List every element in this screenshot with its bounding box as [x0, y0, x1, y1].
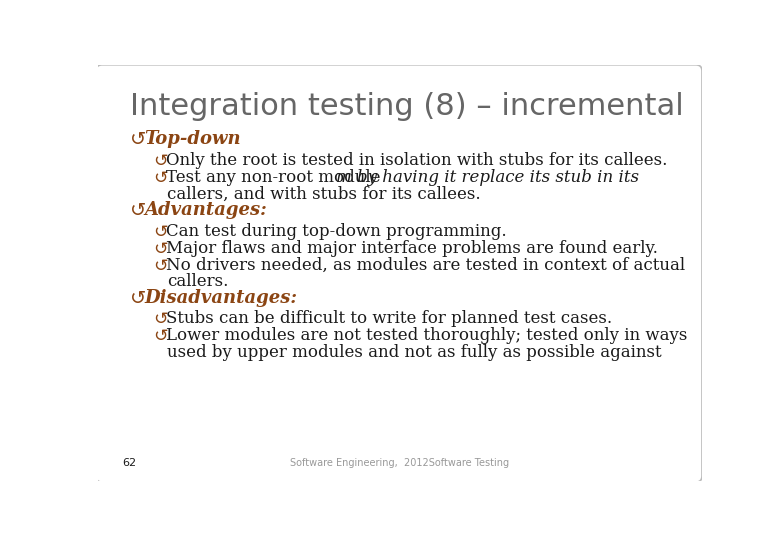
Text: Stubs can be difficult to write for planned test cases.: Stubs can be difficult to write for plan… [165, 310, 612, 327]
Text: ↺: ↺ [154, 168, 168, 187]
Text: ↺: ↺ [154, 222, 168, 241]
Text: ↺: ↺ [130, 201, 147, 220]
Text: Disadvantages:: Disadvantages: [144, 289, 297, 307]
Text: Software Engineering,  2012Software Testing: Software Engineering, 2012Software Testi… [290, 458, 509, 468]
Text: ↺: ↺ [130, 130, 147, 149]
Text: Integration testing (8) – incremental: Integration testing (8) – incremental [130, 92, 684, 121]
FancyBboxPatch shape [96, 65, 702, 482]
Text: Major flaws and major interface problems are found early.: Major flaws and major interface problems… [165, 240, 658, 256]
Text: No drivers needed, as modules are tested in context of actual: No drivers needed, as modules are tested… [165, 256, 685, 274]
Text: Advantages:: Advantages: [144, 201, 267, 219]
Text: used by upper modules and not as fully as possible against: used by upper modules and not as fully a… [167, 345, 662, 361]
Text: 62: 62 [122, 458, 136, 468]
Text: ↺: ↺ [130, 289, 147, 308]
Text: callers, and with stubs for its callees.: callers, and with stubs for its callees. [167, 186, 481, 202]
Text: Test any non-root module: Test any non-root module [165, 168, 385, 186]
Text: ↺: ↺ [154, 256, 168, 274]
Text: Only the root is tested in isolation with stubs for its callees.: Only the root is tested in isolation wit… [165, 152, 667, 169]
Text: Top-down: Top-down [144, 130, 240, 148]
Text: ↺: ↺ [154, 310, 168, 328]
Text: Lower modules are not tested thoroughly; tested only in ways: Lower modules are not tested thoroughly;… [165, 327, 687, 345]
Text: m by having it replace its stub in its: m by having it replace its stub in its [336, 168, 639, 186]
Text: Can test during top-down programming.: Can test during top-down programming. [165, 222, 506, 240]
Text: ↺: ↺ [154, 327, 168, 346]
Text: ↺: ↺ [154, 152, 168, 170]
Text: ↺: ↺ [154, 240, 168, 258]
Text: callers.: callers. [167, 273, 229, 291]
